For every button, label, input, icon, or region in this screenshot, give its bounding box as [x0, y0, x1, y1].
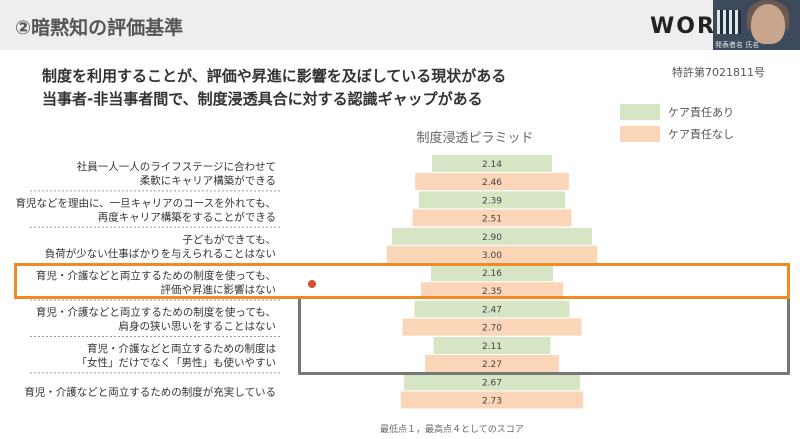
- bar-without-care: [386, 245, 598, 263]
- company-logo: WOR: [650, 14, 716, 39]
- category-label: 評価や昇進に影響はない: [161, 283, 277, 296]
- category-label: 育児・介護などと両立するための制度を使っても、: [36, 269, 276, 282]
- value-label-with-care: 2.67: [482, 378, 502, 388]
- bar-with-care: [430, 264, 554, 282]
- legend-label-without-care: ケア責任なし: [668, 128, 734, 141]
- value-label-without-care: 2.70: [482, 324, 502, 334]
- bar-with-care: [418, 191, 566, 209]
- value-label-without-care: 2.73: [482, 396, 502, 406]
- bar-with-care: [431, 155, 553, 172]
- bar-without-care: [420, 282, 564, 300]
- category-label: 再度キャリア構築をすることができる: [98, 210, 276, 223]
- value-label-with-care: 2.47: [482, 306, 502, 316]
- bar-without-care: [400, 391, 584, 409]
- chart-title: 制度浸透ピラミッド: [416, 131, 534, 146]
- value-label-without-care: 2.46: [482, 178, 502, 188]
- value-label-without-care: 2.27: [482, 360, 502, 370]
- patent-number: 特許第7021811号: [672, 66, 765, 79]
- legend-item-without-care: ケア責任なし: [620, 126, 734, 142]
- category-label: 負荷が少ない仕事ばかりを与えられることはない: [45, 247, 276, 260]
- presenter-caption: 発表者名 氏名: [715, 41, 760, 49]
- category-label: 子どもができても、: [182, 233, 276, 246]
- heading-line-2: 当事者-非当事者間で、制度浸透具合に対する認識ギャップがある: [42, 90, 483, 108]
- value-label-with-care: 2.11: [482, 342, 502, 352]
- presenter-video-thumbnail: 発表者名 氏名: [713, 0, 800, 50]
- slide-title: ②暗黙知の評価基準: [15, 17, 184, 39]
- value-label-without-care: 3.00: [482, 251, 502, 261]
- bar-without-care: [402, 318, 582, 336]
- value-label-with-care: 2.14: [482, 160, 502, 170]
- category-label: 柔軟にキャリア構築ができる: [140, 174, 276, 187]
- bar-without-care: [412, 209, 572, 227]
- value-label-without-care: 2.35: [482, 287, 502, 297]
- bar-with-care: [433, 337, 551, 354]
- category-label: 肩身の狭い思いをすることはない: [119, 320, 277, 333]
- highlight-box-orange: [14, 263, 790, 299]
- category-label: 育児・介護などと両立するための制度は: [87, 342, 276, 355]
- category-label: 育児・介護などと両立するための制度を使っても、: [36, 306, 276, 319]
- presenter-face: [751, 4, 785, 44]
- category-label: 「女性」だけでなく「男性」も使いやすい: [77, 356, 277, 369]
- pointer-cursor-icon: [308, 280, 316, 288]
- highlight-box-gray: [298, 299, 790, 375]
- value-label-with-care: 2.16: [482, 269, 502, 279]
- bar-with-care: [391, 227, 593, 245]
- bar-without-care: [425, 355, 559, 372]
- category-label: 育児などを理由に、一旦キャリアのコースを外れても、: [15, 196, 276, 209]
- legend-swatch-with-care: [620, 104, 660, 120]
- header-bar: [0, 0, 800, 50]
- score-footnote: 最低点１，最高点４としてのスコア: [380, 425, 524, 435]
- legend-label-with-care: ケア責任あり: [668, 106, 734, 119]
- value-label-with-care: 2.39: [482, 196, 502, 206]
- bar-without-care: [415, 173, 569, 190]
- heading-line-1: 制度を利用することが、評価や昇進に影響を及ぼしている現状がある: [42, 67, 507, 85]
- legend-swatch-without-care: [620, 126, 660, 142]
- category-label: 育児・介護などと両立するための制度が充実している: [24, 385, 276, 398]
- category-label: 社員一人一人のライフステージに合わせて: [77, 160, 276, 173]
- bar-with-care: [404, 373, 580, 391]
- qr-code-icon: [717, 10, 741, 34]
- value-label-with-care: 2.90: [482, 233, 502, 243]
- legend-item-with-care: ケア責任あり: [620, 104, 734, 120]
- bar-with-care: [414, 300, 570, 318]
- value-label-without-care: 2.51: [482, 214, 502, 224]
